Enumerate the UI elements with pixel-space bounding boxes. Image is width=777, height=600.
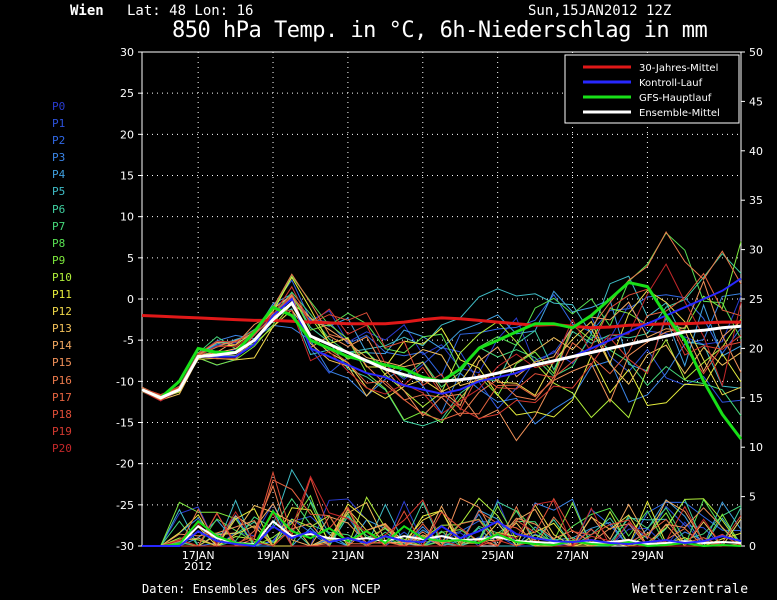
member-label-p17: P17 — [52, 390, 72, 404]
temp-line-ensemble-mittel — [141, 300, 742, 400]
legend-label: 30-Jahres-Mittel — [639, 63, 718, 74]
coordinates-label: Lat: 48 Lon: 16 — [127, 3, 254, 19]
y-left-tick-label: -5 — [123, 334, 134, 347]
y-right-tick-label: 45 — [749, 95, 763, 108]
member-temp-line-p20 — [141, 263, 742, 415]
member-label-p20: P20 — [52, 441, 72, 455]
member-temp-line-p9 — [141, 241, 742, 424]
member-label-p6: P6 — [52, 202, 66, 216]
y-left-tick-label: -20 — [116, 458, 134, 471]
member-label-p13: P13 — [52, 322, 72, 336]
location-label: Wien — [70, 3, 104, 19]
y-left-tick-label: -25 — [116, 499, 134, 512]
member-label-p11: P11 — [52, 288, 72, 302]
y-left-tick-label: 15 — [120, 170, 134, 183]
legend-label: Ensemble-Mittel — [639, 108, 720, 119]
x-tick-label: 21JAN — [332, 549, 365, 562]
member-label-p4: P4 — [52, 168, 66, 182]
y-left-tick-label: -15 — [116, 417, 134, 430]
member-label-p16: P16 — [52, 373, 72, 387]
x-tick-label: 27JAN — [556, 549, 589, 562]
x-tick-label: 29JAN — [631, 549, 664, 562]
member-label-p14: P14 — [52, 339, 72, 353]
y-right-tick-label: 0 — [749, 540, 756, 553]
member-temp-line-p2 — [141, 279, 742, 399]
legend-label: Kontroll-Lauf — [639, 78, 703, 89]
member-label-p5: P5 — [52, 185, 66, 199]
y-left-tick-label: 10 — [120, 211, 134, 224]
member-temp-line-p12 — [141, 289, 742, 399]
member-precip-line-p18 — [142, 470, 742, 548]
x-sub-label: 2012 — [184, 560, 212, 573]
temp-line-kontroll-lauf — [141, 277, 742, 399]
y-right-tick-label: 50 — [749, 46, 763, 59]
y-left-tick-label: 0 — [127, 293, 134, 306]
brand-label: Wetterzentrale — [632, 582, 749, 597]
y-left-tick-label: 5 — [127, 252, 134, 265]
y-right-tick-label: 20 — [749, 342, 763, 355]
x-tick-label: 25JAN — [481, 549, 514, 562]
member-label-p8: P8 — [52, 236, 66, 250]
y-right-tick-label: 25 — [749, 293, 763, 306]
member-precip-line-p14 — [142, 499, 742, 547]
legend-label: GFS-Hauptlauf — [639, 93, 712, 104]
member-label-p0: P0 — [52, 100, 66, 113]
chart-title: 850 hPa Temp. in °C, 6h-Niederschlag in … — [172, 18, 708, 43]
data-source-label: Daten: Ensembles des GFS von NCEP — [142, 582, 381, 596]
plot-frame — [141, 51, 742, 547]
member-label-p19: P19 — [52, 424, 72, 438]
member-temp-line-p3 — [141, 293, 742, 425]
member-precip-line-p12 — [142, 503, 742, 547]
member-temp-line-p11 — [141, 276, 742, 418]
member-precip-line-p20 — [142, 475, 741, 548]
y-right-tick-label: 35 — [749, 194, 763, 207]
member-label-p1: P1 — [52, 117, 66, 131]
x-tick-label: 19JAN — [257, 549, 290, 562]
y-left-tick-label: 25 — [120, 87, 134, 100]
member-label-p7: P7 — [52, 219, 66, 233]
member-label-p12: P12 — [52, 305, 72, 319]
model-run-label: Sun,15JAN2012 12Z — [528, 3, 672, 19]
member-label-p3: P3 — [52, 151, 66, 165]
x-tick-label: 23JAN — [406, 549, 439, 562]
member-label-p18: P18 — [52, 407, 72, 421]
y-right-tick-label: 10 — [749, 441, 763, 454]
precip-line-kontroll-lauf — [142, 520, 742, 548]
member-label-p2: P2 — [52, 134, 66, 148]
y-right-tick-label: 30 — [749, 244, 763, 257]
member-label-p10: P10 — [52, 270, 72, 284]
member-label-p15: P15 — [52, 356, 72, 370]
y-right-tick-label: 5 — [749, 491, 756, 504]
ensemble-member-list: P0 P1 P2 P3 P4 P5 P6 P7 P8 P9 P10 P11 P12 P13 P14 P15 P1… — [52, 98, 92, 457]
y-right-tick-label: 40 — [749, 145, 763, 158]
x-tick-label: 17JAN — [182, 549, 215, 562]
y-right-tick-label: 15 — [749, 392, 763, 405]
y-left-tick-label: 20 — [120, 128, 134, 141]
y-left-tick-label: -10 — [116, 375, 134, 388]
member-precip-line-p7 — [142, 497, 742, 547]
member-label-p9: P9 — [52, 253, 66, 267]
y-left-tick-label: -30 — [116, 540, 134, 553]
temp-line-30-jahres-mittel — [141, 314, 741, 330]
y-left-tick-label: 30 — [120, 46, 134, 59]
